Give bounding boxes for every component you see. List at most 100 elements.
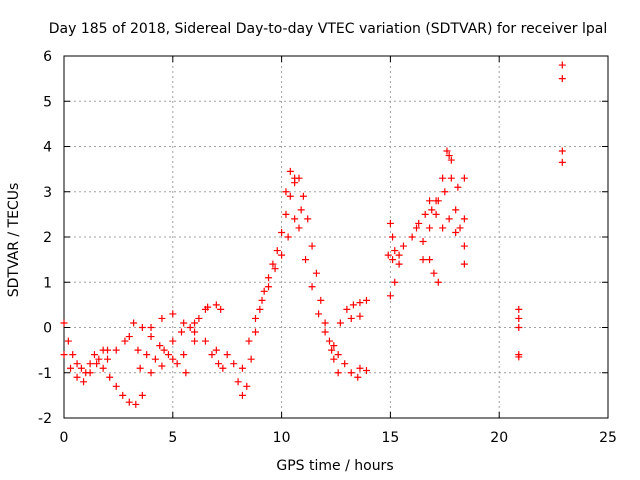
data-point-arc-fall-b-4	[322, 329, 329, 336]
data-point-arc-early-e-1	[158, 315, 165, 322]
data-point-arc-early-a-6	[87, 360, 94, 367]
data-point-arc-17h-4	[452, 229, 459, 236]
data-point-arc-15h-b-1	[389, 234, 396, 241]
data-point-arc-15h-a-2	[396, 261, 403, 268]
x-tick-label: 20	[490, 430, 508, 446]
data-point-arc-early-b-11	[132, 401, 139, 408]
data-point-arc-23h-0	[559, 62, 566, 69]
data-point-arc-fall-b-7	[341, 360, 348, 367]
data-markers	[61, 62, 566, 408]
data-point-arc-16h-b-2	[426, 256, 433, 263]
data-point-arc-15h-a-0	[387, 292, 394, 299]
x-tick-label: 25	[599, 430, 617, 446]
data-point-arc-peak-11	[330, 356, 337, 363]
y-tick-label: 6	[43, 49, 52, 65]
data-point-arc-16h-a-7	[454, 184, 461, 191]
y-tick-label: -2	[38, 411, 52, 427]
chart-title: Day 185 of 2018, Sidereal Day-to-day VTE…	[49, 21, 607, 37]
data-point-arc-17h-3	[446, 215, 453, 222]
data-point-arc-peak-7	[313, 270, 320, 277]
data-point-arc-early-f-4	[180, 351, 187, 358]
data-point-arc-18h-3	[457, 224, 464, 231]
data-point-arc-peak-0	[282, 188, 289, 195]
data-point-arc-peak-10	[326, 338, 333, 345]
data-point-arc-early-c-5	[148, 333, 155, 340]
data-point-arc-early-f-2	[158, 362, 165, 369]
data-point-arc-late-b-0	[356, 365, 363, 372]
data-point-arc-late-a-1	[337, 319, 344, 326]
data-point-arc-17h-1	[433, 211, 440, 218]
data-point-arc-rise-b-8	[291, 215, 298, 222]
data-point-arc-16h-c-0	[420, 256, 427, 263]
data-point-arc-early-e-7	[224, 351, 231, 358]
data-point-arc-16h-a-0	[409, 234, 416, 241]
data-point-arc-15h-a-1	[391, 279, 398, 286]
data-point-arc-17h-0	[426, 197, 433, 204]
data-point-arc-early-c-4	[139, 324, 146, 331]
y-axis-label: SDTVAR / TECUs	[6, 183, 22, 298]
data-point-arc-17h-2	[439, 224, 446, 231]
data-point-arc-peak-3	[296, 175, 303, 182]
data-point-arc-fall-b-2	[309, 283, 316, 290]
data-point-arc-late-c-1	[356, 313, 363, 320]
data-point-arc-early-d-4	[161, 347, 168, 354]
data-point-arc-rise-3	[243, 383, 250, 390]
data-point-arc-early-b-12	[139, 392, 146, 399]
data-point-arc-18h-4	[461, 261, 468, 268]
data-point-arc-15h-b-3	[396, 252, 403, 259]
data-point-arc-18h-2	[452, 206, 459, 213]
data-point-arc-rise-10	[274, 247, 281, 254]
data-point-arc-rise-b-9	[298, 206, 305, 213]
data-point-arc-early-b-8	[113, 383, 120, 390]
data-point-arc-late-a-2	[343, 306, 350, 313]
data-point-arc-rise-5	[252, 329, 259, 336]
data-point-arc-16h-a-3	[428, 206, 435, 213]
data-point-arc-early-f-0	[137, 365, 144, 372]
data-point-arc-early-d-3	[152, 356, 159, 363]
data-point-arc-late-a-3	[350, 301, 357, 308]
data-point-arc-early-a-7	[91, 351, 98, 358]
x-tick-label: 5	[168, 430, 177, 446]
data-point-arc-21h-0	[515, 306, 522, 313]
data-point-arc-early-c-8	[174, 360, 181, 367]
data-point-arc-15h-a-3	[400, 243, 407, 250]
data-point-arc-18h-b-2	[461, 243, 468, 250]
data-point-arc-fall-b-8	[348, 369, 355, 376]
data-point-arc-early-a-0	[61, 319, 68, 326]
data-point-arc-early-d-6	[178, 329, 185, 336]
data-point-arc-early-b-7	[106, 374, 113, 381]
x-axis-ticks: 0 5 10 15 20 25	[60, 56, 617, 446]
data-point-arc-16h-c-3	[439, 175, 446, 182]
data-point-arc-fall-b-3	[315, 310, 322, 317]
data-point-arc-15h-b-2	[391, 247, 398, 254]
data-point-arc-rise-b-0	[239, 365, 246, 372]
data-point-arc-early-h-1	[215, 360, 222, 367]
data-point-arc-early-b-3	[80, 378, 87, 385]
data-point-arc-early-g-2	[213, 301, 220, 308]
data-point-arc-rise-b-7	[285, 234, 292, 241]
data-point-arc-early-b-1	[67, 365, 74, 372]
data-point-arc-23h-2	[559, 148, 566, 155]
data-point-arc-16h-b-1	[420, 238, 427, 245]
data-point-arc-peak-8	[317, 297, 324, 304]
data-point-arc-rise-b-1	[245, 338, 252, 345]
data-point-arc-21h-2	[515, 324, 522, 331]
data-point-arc-rise-1	[235, 378, 242, 385]
x-axis-label: GPS time / hours	[276, 458, 393, 474]
data-point-arc-rise-6	[256, 306, 263, 313]
data-point-arc-rise-0	[230, 360, 237, 367]
data-point-arc-early-a-4	[78, 365, 85, 372]
data-point-arc-early-c-7	[165, 351, 172, 358]
y-tick-label: 3	[43, 185, 52, 201]
data-point-arc-fall-b-0	[296, 224, 303, 231]
data-point-arc-16h-a-2	[422, 211, 429, 218]
y-axis-ticks: -2 -1 0 1 2 3 4 5 6	[38, 49, 608, 427]
y-tick-label: 5	[43, 94, 52, 110]
y-tick-label: 1	[43, 275, 52, 291]
data-point-arc-early-f-1	[148, 369, 155, 376]
chart-svg: Day 185 of 2018, Sidereal Day-to-day VTE…	[0, 0, 640, 480]
data-point-arc-rise-4	[248, 356, 255, 363]
data-point-arc-early-e-6	[213, 347, 220, 354]
data-point-arc-peak-9	[322, 319, 329, 326]
data-point-arc-early-c-3	[130, 319, 137, 326]
